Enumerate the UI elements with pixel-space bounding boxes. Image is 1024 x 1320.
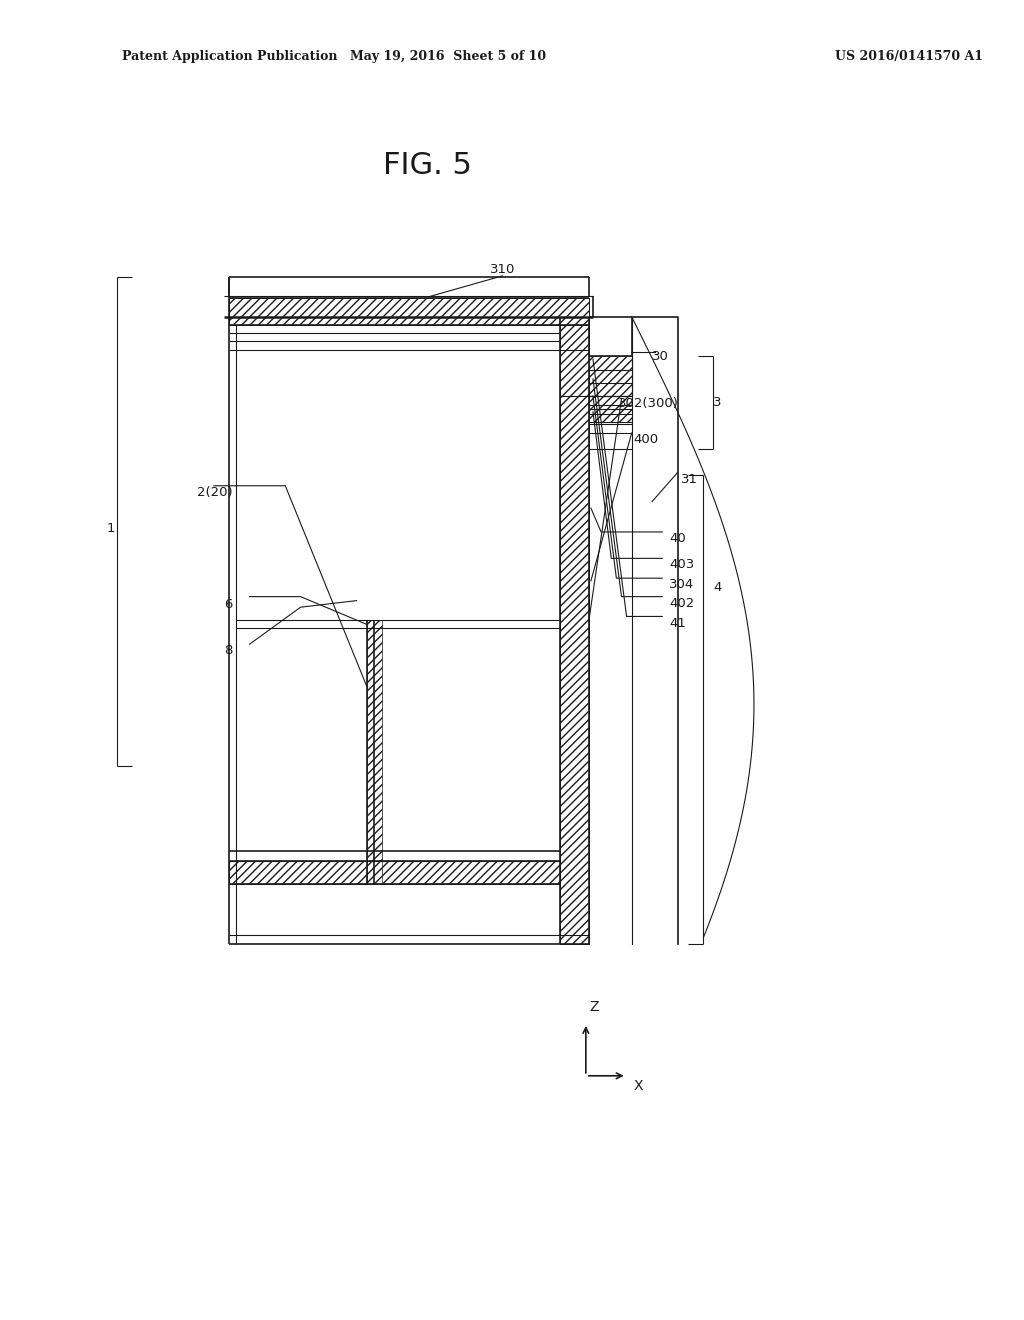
Text: X: X — [634, 1080, 643, 1093]
Text: 2(20): 2(20) — [197, 486, 232, 499]
Text: 302(300): 302(300) — [618, 397, 679, 411]
Text: 402: 402 — [670, 597, 694, 610]
Text: 31: 31 — [681, 473, 697, 486]
Text: 3: 3 — [713, 396, 722, 409]
Text: 8: 8 — [224, 644, 232, 657]
Text: FIG. 5: FIG. 5 — [383, 150, 472, 180]
Text: 6: 6 — [224, 598, 232, 611]
Bar — [589, 356, 632, 422]
Text: May 19, 2016  Sheet 5 of 10: May 19, 2016 Sheet 5 of 10 — [350, 50, 547, 63]
Bar — [229, 298, 589, 325]
Text: 310: 310 — [489, 263, 515, 276]
Text: 4: 4 — [713, 581, 722, 594]
Text: Z: Z — [589, 1001, 599, 1014]
Bar — [367, 620, 382, 884]
Text: 30: 30 — [652, 350, 669, 363]
Text: 403: 403 — [670, 558, 694, 572]
Text: US 2016/0141570 A1: US 2016/0141570 A1 — [836, 50, 983, 63]
Text: 1: 1 — [106, 521, 116, 535]
Bar — [560, 317, 589, 944]
Text: 304: 304 — [670, 578, 694, 591]
Bar — [229, 861, 560, 884]
Text: 40: 40 — [670, 532, 686, 545]
Text: Patent Application Publication: Patent Application Publication — [122, 50, 338, 63]
Text: 41: 41 — [670, 616, 686, 630]
Text: 400: 400 — [634, 433, 658, 446]
